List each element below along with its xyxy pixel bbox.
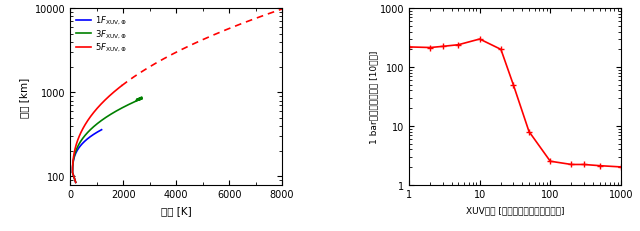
Y-axis label: 高度 [km]: 高度 [km] xyxy=(19,77,29,117)
X-axis label: XUV強度 [現在地球の強度で規格化]: XUV強度 [現在地球の強度で規格化] xyxy=(466,205,564,214)
X-axis label: 温度 [K]: 温度 [K] xyxy=(161,205,191,215)
Legend: 1$F_{\mathregular{XUV},\mathregular{\oplus}}$, 3$F_{\mathregular{XUV},\mathregul: 1$F_{\mathregular{XUV},\mathregular{\opl… xyxy=(75,13,128,56)
Y-axis label: 1 bar大気の散逸時間 [10億年]: 1 bar大気の散逸時間 [10億年] xyxy=(369,51,378,143)
